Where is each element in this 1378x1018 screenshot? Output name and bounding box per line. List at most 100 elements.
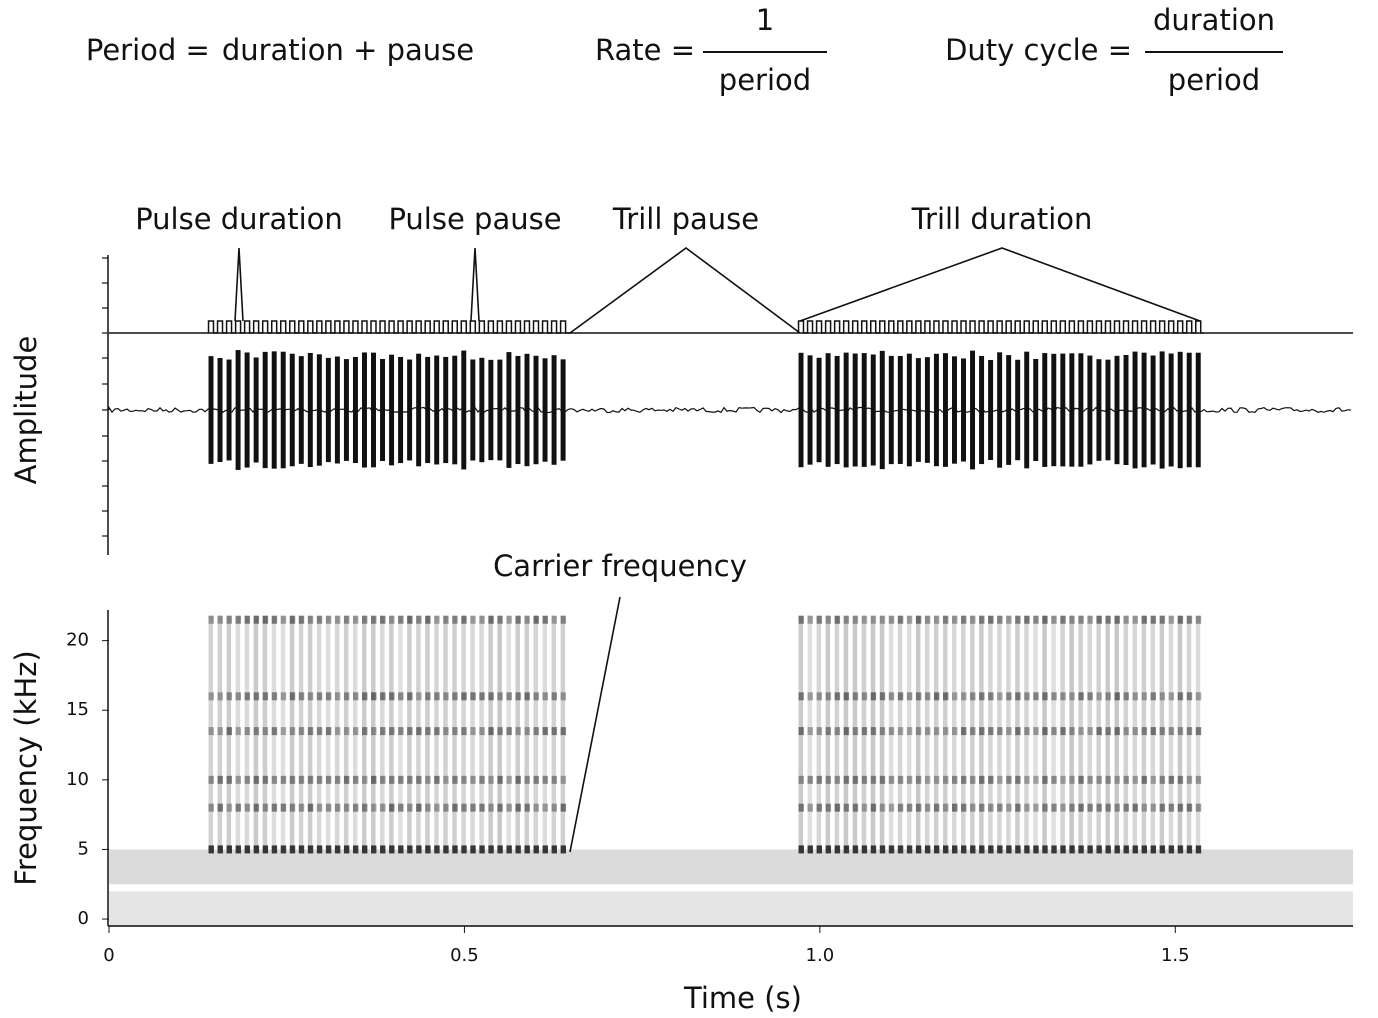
waveform-pulse (208, 356, 214, 464)
harmonic (506, 845, 512, 854)
harmonic (1024, 803, 1030, 812)
harmonic (798, 692, 804, 701)
harmonic (371, 727, 377, 736)
harmonic (398, 775, 404, 784)
spectrogram-pulse (533, 615, 539, 850)
harmonic (1168, 727, 1175, 736)
harmonic (488, 727, 494, 736)
harmonic (1006, 615, 1012, 624)
harmonic (1123, 727, 1129, 736)
harmonic (924, 692, 931, 701)
harmonic (933, 845, 940, 854)
x-axis-label: Time (s) (683, 981, 802, 1015)
harmonic (280, 845, 287, 854)
waveform-pulse (506, 352, 512, 468)
harmonic (1042, 727, 1048, 736)
harmonic (798, 803, 804, 812)
formula-rate-num: 1 (756, 3, 774, 37)
harmonic (933, 692, 940, 701)
harmonic (343, 775, 350, 784)
harmonic (416, 775, 422, 784)
harmonic (961, 845, 967, 854)
harmonic (361, 727, 368, 736)
harmonic (952, 775, 958, 784)
trill (208, 350, 567, 854)
harmonic (970, 727, 976, 736)
harmonic (1087, 615, 1093, 624)
harmonic (461, 615, 467, 624)
harmonic (1105, 803, 1111, 812)
harmonic (208, 727, 214, 736)
harmonic (289, 727, 296, 736)
formula-period: Period = duration + pause (86, 33, 474, 67)
harmonic (560, 803, 567, 812)
harmonic (271, 692, 278, 701)
x-tick-label: 0.5 (450, 945, 479, 966)
harmonic (343, 615, 350, 624)
harmonic (551, 775, 557, 784)
harmonic (888, 615, 895, 624)
harmonic (1168, 615, 1175, 624)
harmonic (861, 615, 868, 624)
harmonic (1006, 692, 1012, 701)
waveform-pulse (825, 353, 831, 467)
harmonic (897, 727, 904, 736)
harmonic (861, 727, 868, 736)
harmonic (1159, 727, 1166, 736)
harmonic (488, 692, 494, 701)
harmonic (208, 803, 214, 812)
harmonic (1069, 692, 1075, 701)
harmonic (1114, 727, 1120, 736)
harmonic (997, 775, 1003, 784)
harmonic (452, 803, 458, 812)
harmonic (961, 803, 967, 812)
harmonic (942, 615, 949, 624)
harmonic (425, 615, 431, 624)
harmonic (1195, 775, 1202, 784)
waveform-pulse (389, 354, 395, 466)
harmonic (289, 692, 296, 701)
harmonic (1096, 775, 1102, 784)
harmonic (1141, 845, 1148, 854)
harmonic (915, 775, 922, 784)
harmonic (551, 615, 557, 624)
harmonic (298, 845, 305, 854)
harmonic (1096, 803, 1102, 812)
harmonic (1105, 845, 1111, 854)
waveform-pulse (1168, 353, 1174, 467)
harmonic (915, 803, 922, 812)
harmonic (470, 615, 476, 624)
waveform-pulse (915, 358, 921, 462)
harmonic (533, 803, 539, 812)
waveform-pulse (298, 356, 304, 464)
harmonic (389, 775, 395, 784)
harmonic (843, 775, 850, 784)
harmonic (361, 845, 368, 854)
harmonic (208, 775, 214, 784)
waveform-pulse (1042, 353, 1048, 467)
harmonic (416, 845, 422, 854)
spectrogram-pulse (551, 615, 557, 850)
spectrogram-pulse (380, 615, 385, 850)
harmonic (1114, 692, 1120, 701)
spectrogram-pulse (888, 615, 894, 850)
spectrogram-pulse (897, 615, 903, 850)
harmonic (389, 692, 395, 701)
harmonic (888, 775, 895, 784)
harmonic (961, 615, 967, 624)
harmonic (1006, 845, 1012, 854)
harmonic (470, 803, 476, 812)
harmonic (425, 727, 431, 736)
waveform-pulse (1078, 353, 1084, 467)
waveform-pulse (997, 352, 1003, 468)
harmonic (244, 615, 251, 624)
harmonic (1141, 615, 1148, 624)
harmonic (915, 727, 922, 736)
harmonic (226, 692, 232, 701)
spectrogram-pulse (1177, 615, 1183, 850)
waveform-pulse (479, 357, 485, 463)
y-tick-label: 5 (78, 838, 89, 859)
harmonic (843, 615, 850, 624)
waveform-pulse (452, 355, 458, 465)
harmonic (524, 775, 530, 784)
